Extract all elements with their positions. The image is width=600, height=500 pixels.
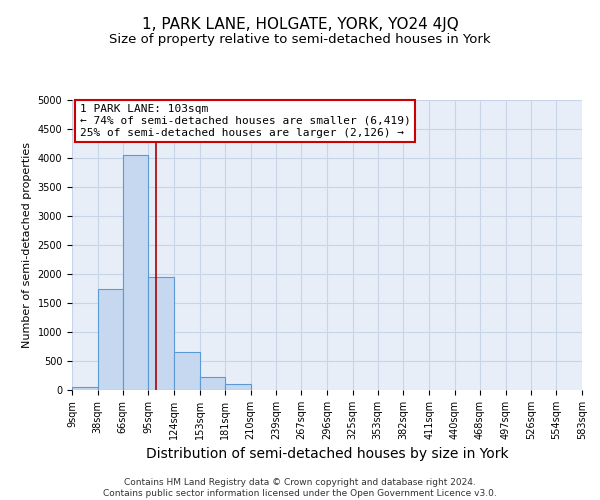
- Text: 1 PARK LANE: 103sqm
← 74% of semi-detached houses are smaller (6,419)
25% of sem: 1 PARK LANE: 103sqm ← 74% of semi-detach…: [80, 104, 410, 138]
- Bar: [200, 376, 225, 390]
- Bar: [225, 384, 251, 390]
- Bar: [174, 352, 200, 390]
- Bar: [122, 155, 148, 390]
- Text: Size of property relative to semi-detached houses in York: Size of property relative to semi-detach…: [109, 32, 491, 46]
- Bar: [98, 288, 122, 390]
- Bar: [72, 387, 98, 390]
- Text: 1, PARK LANE, HOLGATE, YORK, YO24 4JQ: 1, PARK LANE, HOLGATE, YORK, YO24 4JQ: [142, 18, 458, 32]
- Bar: [148, 277, 174, 390]
- Y-axis label: Number of semi-detached properties: Number of semi-detached properties: [22, 142, 32, 348]
- X-axis label: Distribution of semi-detached houses by size in York: Distribution of semi-detached houses by …: [146, 448, 508, 462]
- Text: Contains HM Land Registry data © Crown copyright and database right 2024.
Contai: Contains HM Land Registry data © Crown c…: [103, 478, 497, 498]
